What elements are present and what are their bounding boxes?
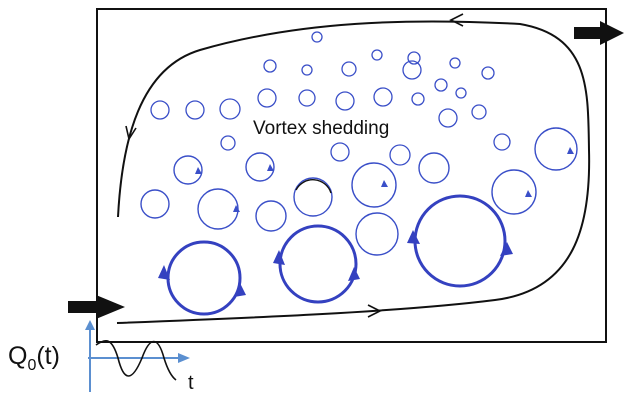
vortex [140, 189, 170, 219]
vortex-group-medium [140, 127, 578, 256]
source-signal-wave [95, 339, 177, 381]
vortex [330, 142, 350, 162]
vortex-shedding-label: Vortex shedding [253, 118, 389, 139]
inlet-arrow-icon [68, 295, 125, 319]
rotation-arrow-icon [158, 265, 170, 280]
vortex [491, 169, 537, 215]
recirculation-streamline [116, 20, 591, 324]
rotation-arrow-icon [273, 250, 285, 265]
vortex [534, 127, 578, 171]
source-label-arg: (t) [36, 342, 60, 370]
vortex-group-small [150, 31, 511, 166]
vortex [434, 78, 448, 92]
vortex [402, 60, 422, 80]
vortex [341, 61, 357, 77]
vortex [150, 100, 170, 120]
vortex [493, 133, 511, 151]
vortex [449, 57, 461, 69]
rotation-arrow-icon [407, 230, 420, 244]
rotation-arrow-icon [381, 180, 388, 187]
vortex [373, 87, 393, 107]
rotation-arrow-icon [233, 205, 240, 212]
rotation-arrow-icon [567, 147, 574, 154]
vortex [371, 49, 383, 61]
rotation-arrow-icon [525, 190, 532, 197]
vortex [173, 155, 203, 185]
source-label-main: Q [8, 342, 27, 370]
vortex [220, 135, 236, 151]
vortex-rotation-arrows-small [195, 147, 574, 212]
dark-vortex-arc [295, 179, 332, 194]
streamline-arrow-icon [125, 13, 464, 318]
vortex [301, 64, 313, 76]
vortex [351, 162, 397, 208]
vortex [293, 177, 333, 217]
rotation-arrow-icon [348, 267, 360, 281]
vortex [411, 92, 425, 106]
vortex [245, 152, 275, 182]
vortex [438, 108, 458, 128]
vortex [389, 144, 411, 166]
vortex [335, 91, 355, 111]
rotation-arrow-icon [195, 167, 202, 174]
source-label: Q0(t) [8, 342, 60, 374]
rotation-arrow-icon [267, 164, 274, 171]
vortex [481, 66, 495, 80]
source-label-sub: 0 [27, 357, 36, 374]
vortex-rotation-arrows [158, 230, 513, 297]
vortex [455, 87, 467, 99]
rotation-arrow-icon [500, 242, 513, 256]
vortex [257, 88, 277, 108]
vortex [311, 31, 323, 43]
vortex [185, 100, 205, 120]
outlet-arrow-icon [574, 21, 624, 45]
vortex [298, 89, 316, 107]
domain-frame [96, 8, 607, 343]
vortex [263, 59, 277, 73]
time-axis-label: t [188, 372, 194, 394]
vortex [471, 104, 487, 120]
vortex [219, 98, 241, 120]
vortex [418, 152, 450, 184]
vortex [355, 212, 399, 256]
rotation-arrow-icon [234, 283, 246, 297]
vortex [255, 200, 287, 232]
vortex [407, 51, 421, 65]
